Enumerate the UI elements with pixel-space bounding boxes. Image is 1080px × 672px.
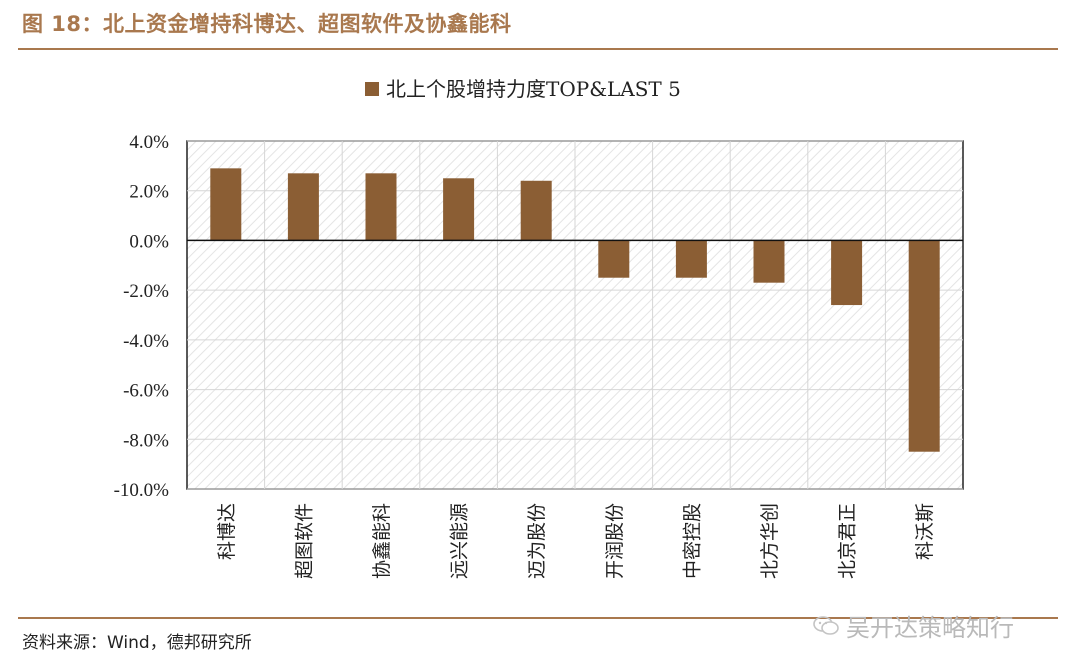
bar-超图软件 (287, 173, 319, 241)
bar-北方华创 (753, 240, 785, 283)
bars (210, 168, 940, 452)
x-category-label: 中密控股 (681, 503, 703, 579)
bar-中密控股 (675, 240, 707, 278)
y-axis-ticks: 4.0% 2.0% 0.0% -2.0% -4.0% -6.0% -8.0% -10.0% (114, 132, 170, 501)
footer-rule (18, 617, 1058, 619)
y-tick-label: 2.0% (129, 182, 169, 203)
y-tick-label: -4.0% (123, 331, 169, 352)
bar-开润股份 (598, 240, 630, 278)
x-category-label: 北京君正 (837, 503, 859, 579)
y-tick-label: 4.0% (129, 132, 169, 153)
y-tick-label: -6.0% (123, 381, 169, 402)
y-tick-label: -8.0% (123, 430, 169, 451)
chart-legend: 北上个股增持力度TOP&LAST 5 (365, 77, 681, 101)
x-category-label: 迈为股份 (526, 503, 548, 579)
bar-迈为股份 (520, 180, 552, 241)
bar-科沃斯 (908, 240, 940, 452)
source-note: 资料来源：Wind，德邦研究所 (22, 633, 252, 653)
x-axis-categories: 科博达 超图软件 协鑫能科 远兴能源 迈为股份 开润股份 中密控股 北方华创 北京君正 科沃斯 (216, 503, 936, 579)
gridlines (187, 140, 963, 490)
x-category-label: 协鑫能科 (371, 503, 393, 579)
title-rule (18, 48, 1058, 50)
bar-科博达 (210, 168, 242, 241)
bar-远兴能源 (443, 178, 475, 241)
x-category-label: 科沃斯 (914, 503, 936, 560)
y-tick-label: -10.0% (114, 480, 170, 501)
y-tick-label: 0.0% (129, 231, 169, 252)
x-category-label: 科博达 (216, 503, 238, 560)
y-tick-label: -2.0% (123, 281, 169, 302)
x-category-label: 北方华创 (759, 503, 781, 579)
legend-swatch (365, 82, 379, 96)
watermark: 吴开达策略知行 (812, 608, 1014, 643)
bar-协鑫能科 (365, 173, 397, 241)
bar-chart: 北上个股增持力度TOP&LAST 5 4.0% 2.0% 0.0% -2.0% -4.0… (114, 77, 964, 579)
watermark-text: 吴开达策略知行 (846, 614, 1014, 642)
wechat-icon (813, 615, 839, 635)
x-category-label: 超图软件 (293, 503, 315, 579)
bar-北京君正 (831, 240, 863, 306)
figure-title: 图 18：北上资金增持科博达、超图软件及协鑫能科 (22, 12, 512, 36)
legend-label: 北上个股增持力度TOP&LAST 5 (386, 77, 681, 101)
x-category-label: 远兴能源 (449, 503, 471, 579)
x-category-label: 开润股份 (604, 503, 626, 579)
